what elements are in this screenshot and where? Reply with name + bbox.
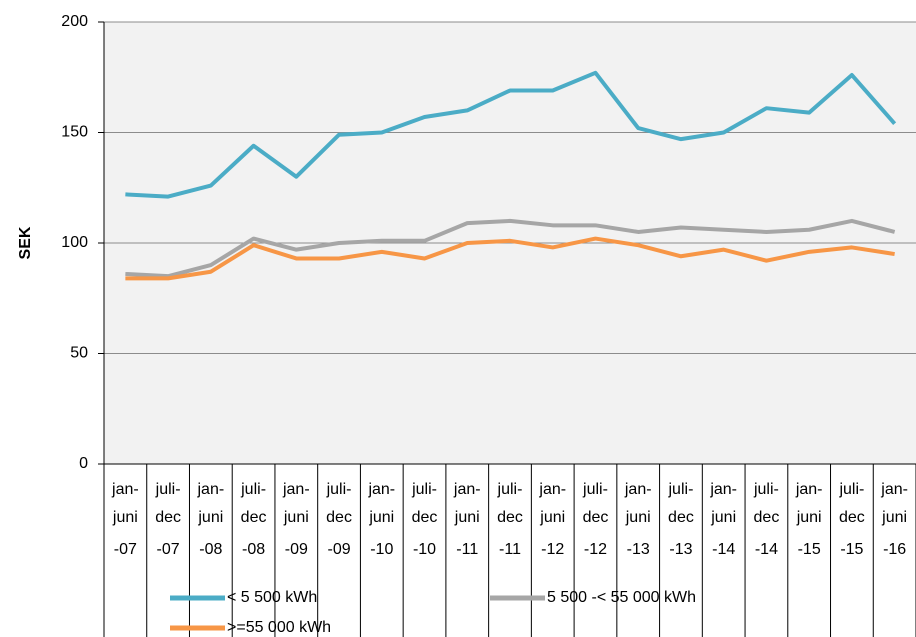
x-tick-label: juli- [838, 481, 864, 498]
series-line [125, 236, 895, 281]
x-tick-label: jan- [880, 481, 908, 498]
x-tick-label: -13 [627, 541, 650, 558]
x-tick-label: -11 [499, 541, 521, 558]
x-tick-label: -07 [157, 541, 180, 558]
y-axis-label: SEK [17, 226, 34, 259]
x-tick-label: jan- [624, 481, 652, 498]
x-tick-label: -15 [840, 541, 863, 558]
x-tick-label: -09 [327, 541, 350, 558]
x-tick-label: -10 [413, 541, 436, 558]
x-tick-label: dec [155, 509, 181, 526]
x-tick-label: -11 [456, 541, 478, 558]
legend-label: 5 500 -< 55 000 kWh [547, 589, 696, 606]
x-tick-label: jan- [111, 481, 139, 498]
x-tick-label: juli- [411, 481, 437, 498]
x-tick-label: -13 [669, 541, 692, 558]
x-tick-label: juni [112, 509, 138, 526]
x-tick-label: -08 [242, 541, 265, 558]
y-tick-label: 0 [79, 455, 88, 472]
x-tick-label: -09 [285, 541, 308, 558]
x-tick-label: juli- [155, 481, 181, 498]
x-tick-label: -12 [584, 541, 607, 558]
x-tick-label: -14 [755, 541, 778, 558]
x-tick-label: -12 [541, 541, 564, 558]
series-line [125, 218, 896, 279]
x-tick-label: dec [241, 509, 267, 526]
x-tick-label: jan- [453, 481, 481, 498]
x-tick-label: juli- [240, 481, 266, 498]
x-tick-label: jan- [196, 481, 224, 498]
x-tick-label: juli- [668, 481, 694, 498]
x-tick-label: dec [668, 509, 694, 526]
x-tick-label: juni [454, 509, 480, 526]
x-tick-label: dec [412, 509, 438, 526]
x-tick-label: -16 [883, 541, 906, 558]
x-tick-label: juli- [497, 481, 523, 498]
x-tick-label: dec [326, 509, 352, 526]
y-tick-label: 150 [61, 124, 88, 141]
x-tick-label: juni [283, 509, 309, 526]
x-tick-label: -14 [712, 541, 735, 558]
x-tick-label: juli- [582, 481, 608, 498]
x-tick-label: dec [839, 509, 865, 526]
x-tick-label: dec [754, 509, 780, 526]
x-tick-label: juni [625, 509, 651, 526]
x-tick-label: juni [881, 509, 907, 526]
x-tick-label: juni [710, 509, 736, 526]
x-tick-label: juni [539, 509, 565, 526]
x-tick-label: jan- [282, 481, 310, 498]
x-tick-label: juli- [753, 481, 779, 498]
x-tick-label: jan- [367, 481, 395, 498]
x-tick-label: -07 [114, 541, 137, 558]
x-tick-label: jan- [795, 481, 823, 498]
series-line [125, 70, 897, 199]
x-tick-label: -15 [798, 541, 821, 558]
x-tick-label: dec [583, 509, 609, 526]
x-tick-label: jan- [538, 481, 566, 498]
x-tick-label: jan- [709, 481, 737, 498]
x-tick-label: juni [796, 509, 822, 526]
x-tick-label: juli- [326, 481, 352, 498]
y-tick-label: 200 [61, 13, 88, 30]
y-tick-label: 50 [70, 345, 88, 362]
x-tick-label: -08 [199, 541, 222, 558]
x-tick-label: juni [197, 509, 223, 526]
x-tick-label: juni [368, 509, 394, 526]
y-tick-label: 100 [61, 234, 88, 251]
legend-label: >=55 000 kWh [227, 619, 331, 636]
x-tick-label: -10 [370, 541, 393, 558]
legend-label: < 5 500 kWh [227, 589, 317, 606]
x-tick-label: dec [497, 509, 523, 526]
